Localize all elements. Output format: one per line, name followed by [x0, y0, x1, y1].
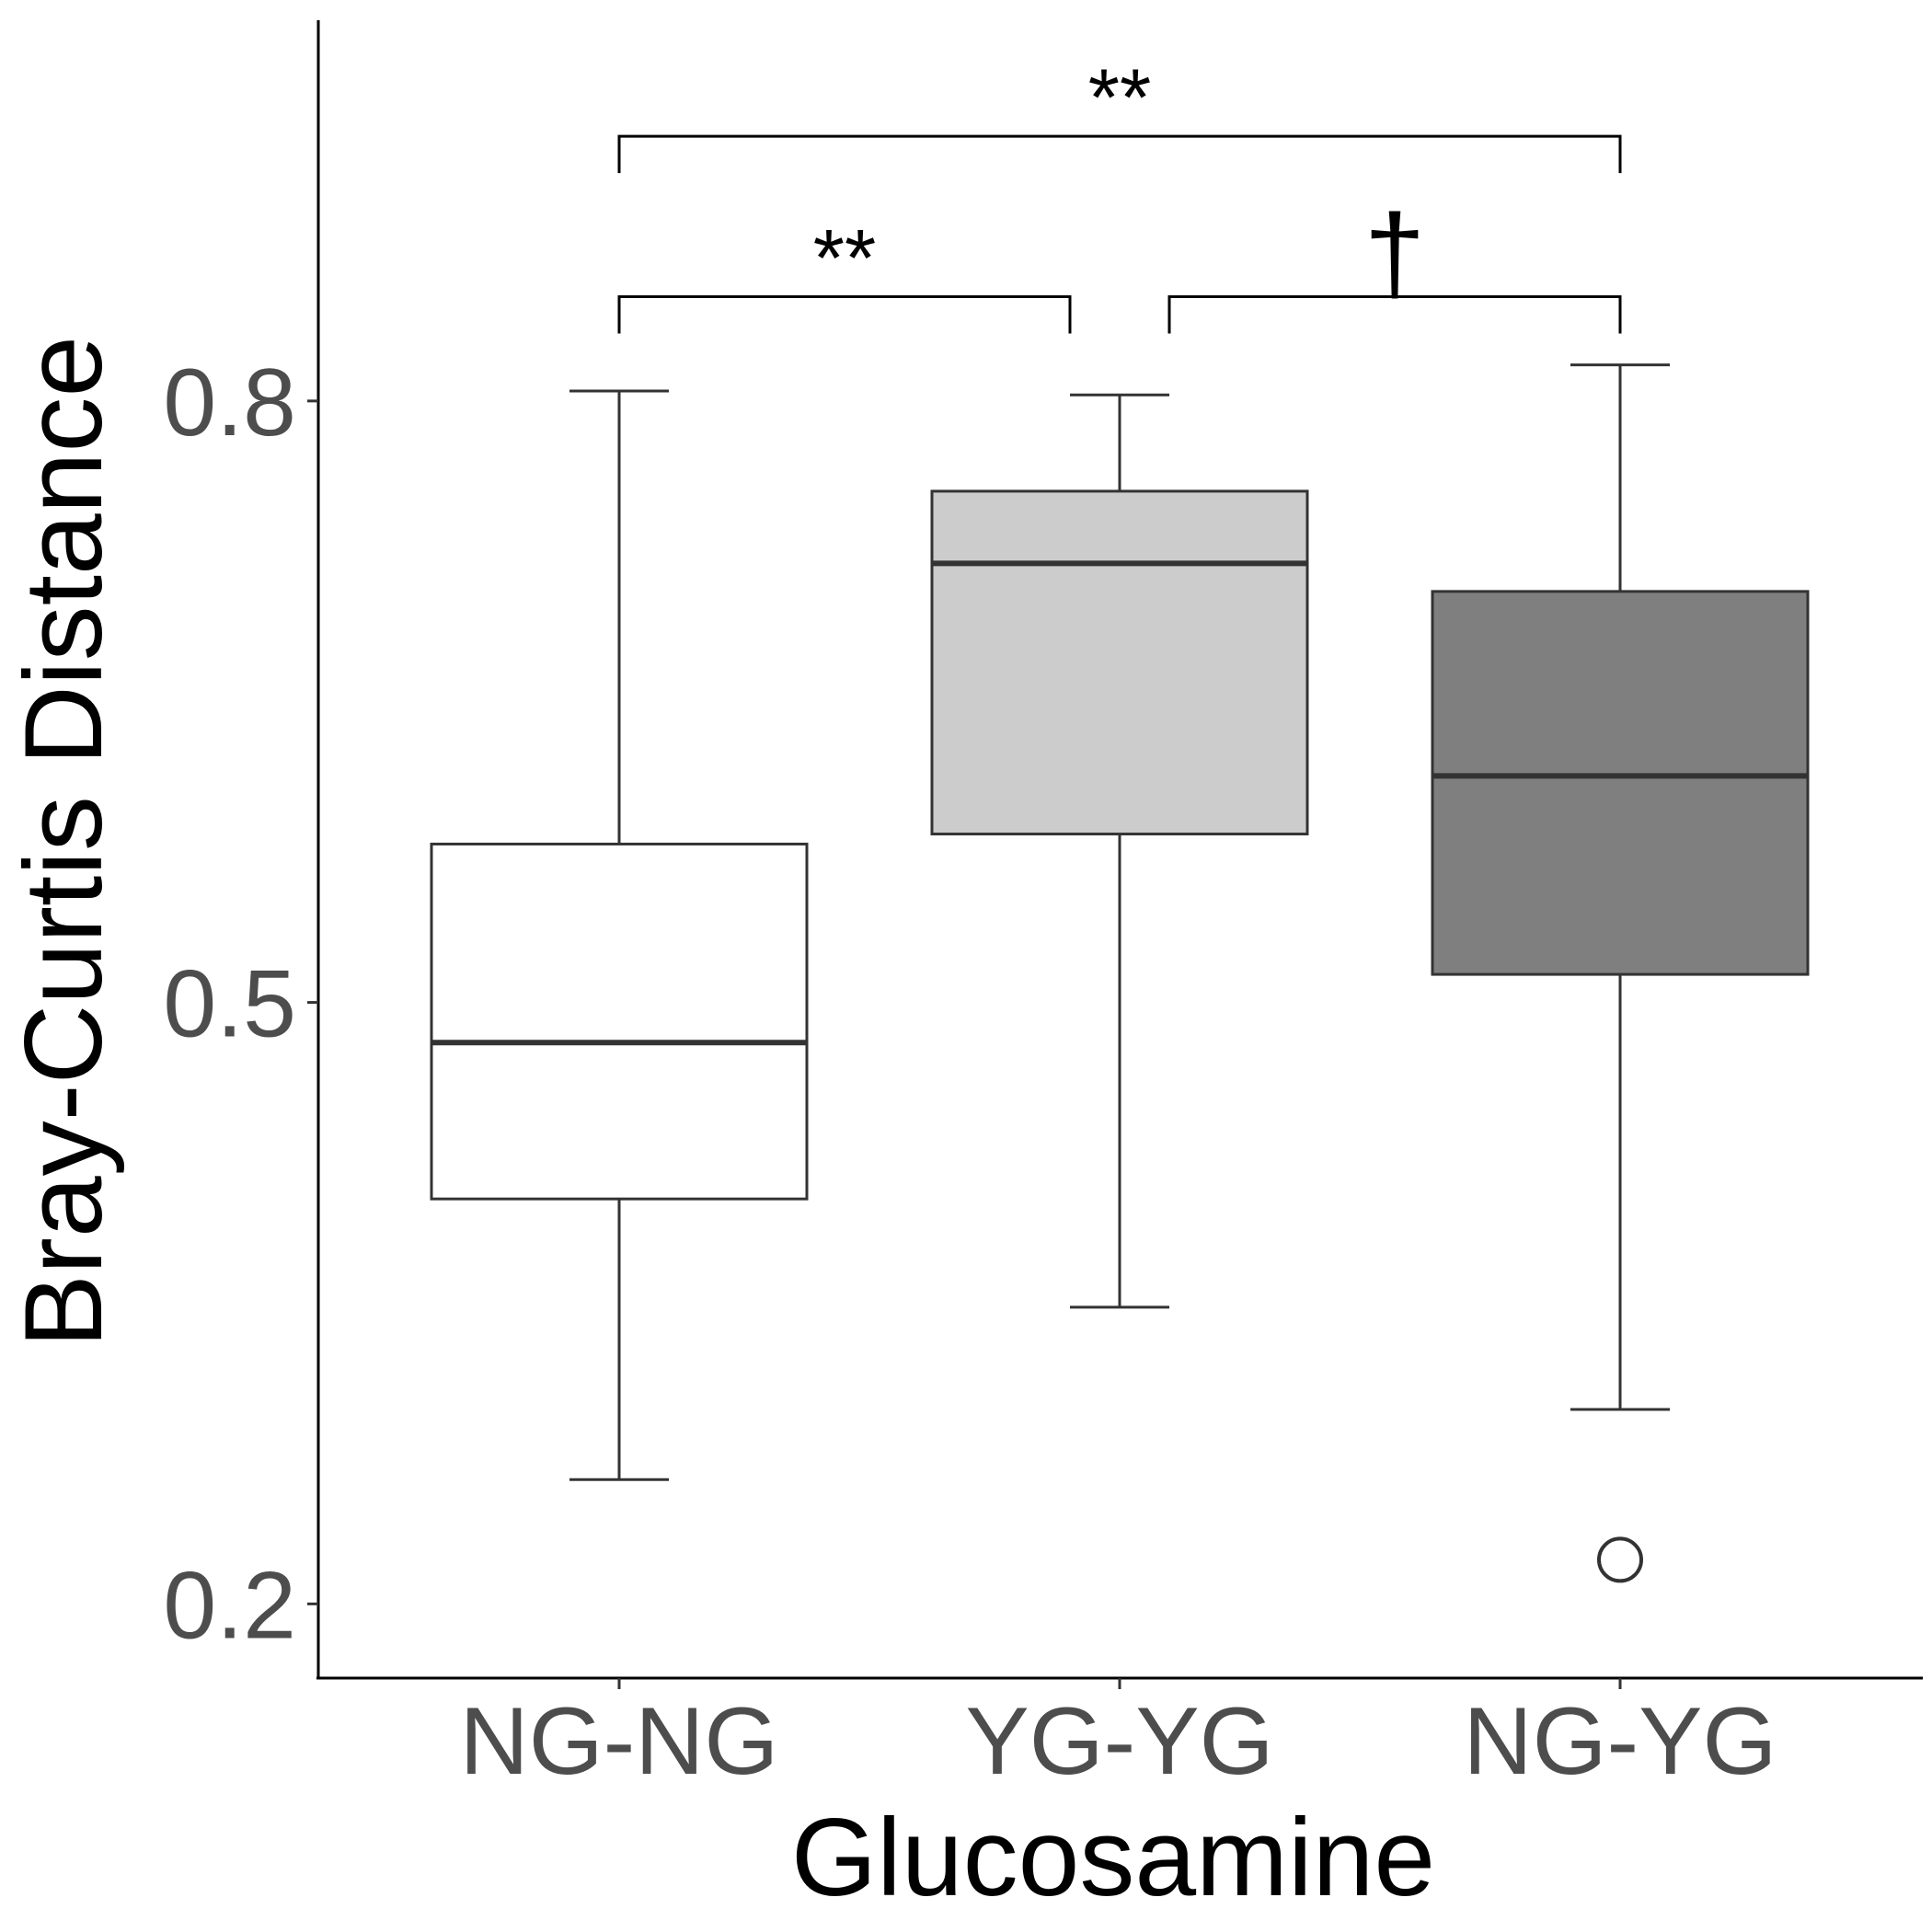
significance-label: † [1364, 192, 1426, 316]
y-tick-label: 0.8 [163, 350, 296, 456]
box-iqr [1431, 590, 1810, 976]
y-tick-label: 0.2 [163, 1552, 296, 1659]
significance-bracket: ** [617, 213, 1072, 334]
y-ticks: 0.2 0.5 0.8 [163, 350, 318, 1659]
x-tick-label: YG-YG [965, 1688, 1273, 1795]
box-yg-yg [930, 393, 1309, 1309]
significance-label: ** [813, 213, 877, 304]
bracket-line [617, 134, 1622, 174]
x-tick-label: NG-NG [460, 1688, 779, 1795]
significance-label: ** [1088, 52, 1152, 143]
x-tick-label: NG-YG [1464, 1688, 1777, 1795]
y-tick-label: 0.5 [163, 951, 296, 1058]
x-ticks: NG-NG YG-YG NG-YG [460, 1678, 1777, 1795]
x-axis-title: Glucosamine [791, 1796, 1435, 1919]
chart-marks: ** † ** [430, 52, 1810, 1583]
bracket-line [617, 295, 1072, 334]
box-iqr [430, 842, 809, 1201]
box-ng-yg [1431, 363, 1810, 1583]
y-axis-title: Bray-Curtis Distance [2, 336, 125, 1348]
outlier-point [1597, 1536, 1643, 1583]
significance-bracket: ** [617, 52, 1622, 174]
box-iqr [930, 489, 1309, 836]
significance-bracket: † [1167, 192, 1622, 334]
bracket-line [1167, 295, 1622, 334]
box-ng-ng [430, 389, 809, 1481]
